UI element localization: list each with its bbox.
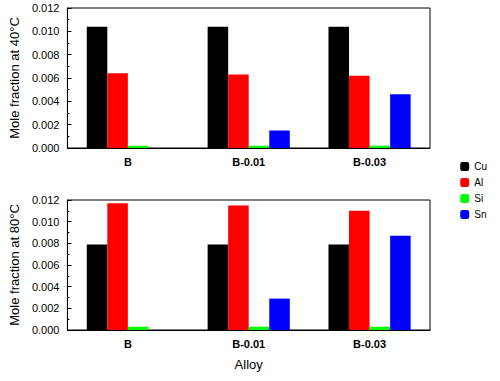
svg-text:Sn: Sn [474, 209, 486, 220]
svg-text:0.004: 0.004 [32, 95, 60, 107]
svg-text:Mole fraction at 40°C: Mole fraction at 40°C [7, 17, 22, 139]
svg-text:B: B [124, 156, 132, 168]
svg-text:0.010: 0.010 [32, 25, 60, 37]
svg-text:Si: Si [474, 193, 483, 204]
svg-text:0.008: 0.008 [32, 237, 60, 249]
svg-text:0.010: 0.010 [32, 216, 60, 228]
svg-text:B-0.01: B-0.01 [232, 338, 265, 350]
svg-text:B-0.03: B-0.03 [353, 338, 386, 350]
svg-text:0.002: 0.002 [32, 302, 60, 314]
svg-text:0.006: 0.006 [32, 72, 60, 84]
svg-text:0.008: 0.008 [32, 49, 60, 61]
svg-text:B-0.01: B-0.01 [232, 156, 265, 168]
svg-text:0.012: 0.012 [32, 194, 60, 206]
svg-text:B: B [124, 338, 132, 350]
svg-text:0.000: 0.000 [32, 142, 60, 154]
svg-text:0.012: 0.012 [32, 2, 60, 14]
svg-text:0.002: 0.002 [32, 119, 60, 131]
svg-text:Mole fraction at 80°C: Mole fraction at 80°C [7, 204, 22, 326]
svg-text:Alloy: Alloy [235, 357, 264, 372]
svg-text:Cu: Cu [474, 161, 487, 172]
svg-text:Al: Al [474, 177, 483, 188]
svg-text:0.004: 0.004 [32, 281, 60, 293]
svg-text:0.006: 0.006 [32, 259, 60, 271]
svg-text:0.000: 0.000 [32, 324, 60, 336]
svg-text:B-0.03: B-0.03 [353, 156, 386, 168]
